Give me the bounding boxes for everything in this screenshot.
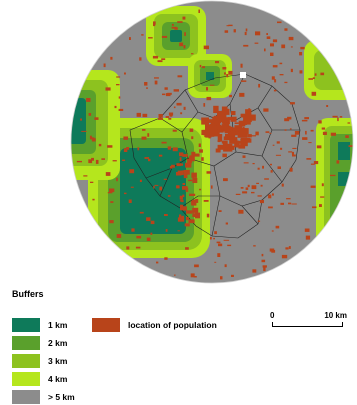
- legend-item-population: location of population: [92, 318, 217, 332]
- scale-end-label: 10 km: [324, 311, 347, 320]
- scale-bar: 0 10 km: [270, 311, 347, 335]
- scale-tick: [342, 322, 343, 327]
- legend-label: 4 km: [48, 374, 68, 384]
- scale-start-label: 0: [270, 311, 275, 320]
- legend-swatch: [12, 354, 40, 368]
- legend-item-1km: 1 km: [12, 318, 67, 332]
- buffer-map: [70, 0, 354, 284]
- legend-swatch: [12, 372, 40, 386]
- buffer-north: [146, 6, 206, 66]
- legend-label: 1 km: [48, 320, 68, 330]
- legend-swatch: [12, 318, 40, 332]
- legend-label: 3 km: [48, 356, 68, 366]
- legend-swatch: [92, 318, 120, 332]
- legend-item-over-5km: > 5 km: [12, 390, 75, 404]
- legend-item-4km: 4 km: [12, 372, 67, 386]
- legend-label: 2 km: [48, 338, 68, 348]
- legend-item-3km: 3 km: [12, 354, 67, 368]
- landmark-marker: [240, 72, 246, 78]
- legend-swatch: [12, 336, 40, 350]
- scale-tick: [272, 322, 273, 327]
- legend-swatch: [12, 390, 40, 404]
- buffer-east: [316, 118, 353, 258]
- legend-item-2km: 2 km: [12, 336, 67, 350]
- legend-label: > 5 km: [48, 392, 75, 402]
- legend-title: Buffers: [12, 289, 44, 299]
- population-locations: [76, 9, 353, 280]
- buffer-northeast: [304, 40, 353, 100]
- legend-label: location of population: [128, 320, 217, 330]
- scale-line: [272, 326, 343, 327]
- buffer-northwest-edge: [71, 70, 120, 180]
- buffer-north-center: [188, 54, 232, 98]
